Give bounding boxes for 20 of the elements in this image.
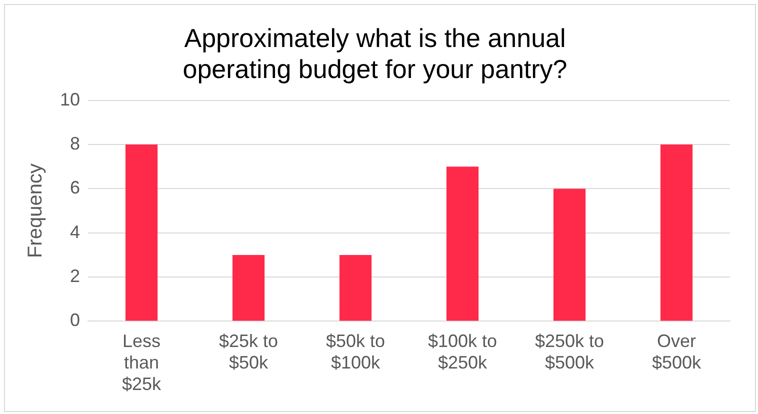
y-tick-label: 0 [70, 310, 80, 330]
y-axis-title: Frequency [24, 164, 47, 258]
bar [232, 254, 265, 321]
y-tick-label: 2 [70, 266, 80, 286]
bar [660, 144, 693, 321]
bar [446, 166, 479, 321]
bar [125, 144, 158, 321]
x-tick-label: Over $500k [652, 330, 702, 373]
y-tick-label: 6 [70, 178, 80, 198]
y-tick-label: 8 [70, 134, 80, 154]
x-tick-label: Less than $25k [122, 330, 162, 394]
x-tick-label: $50k to $100k [326, 330, 386, 373]
y-tick-label: 10 [60, 89, 80, 110]
y-tick-label: 4 [70, 222, 80, 242]
x-tick-label: $25k to $50k [218, 330, 278, 373]
bar [339, 254, 372, 321]
bar [553, 188, 586, 321]
chart-title: Approximately what is the annual operating budget for your pantry? [182, 22, 568, 84]
x-tick-label: $250k to $500k [534, 330, 604, 373]
x-tick-label: $100k to $250k [428, 330, 498, 373]
